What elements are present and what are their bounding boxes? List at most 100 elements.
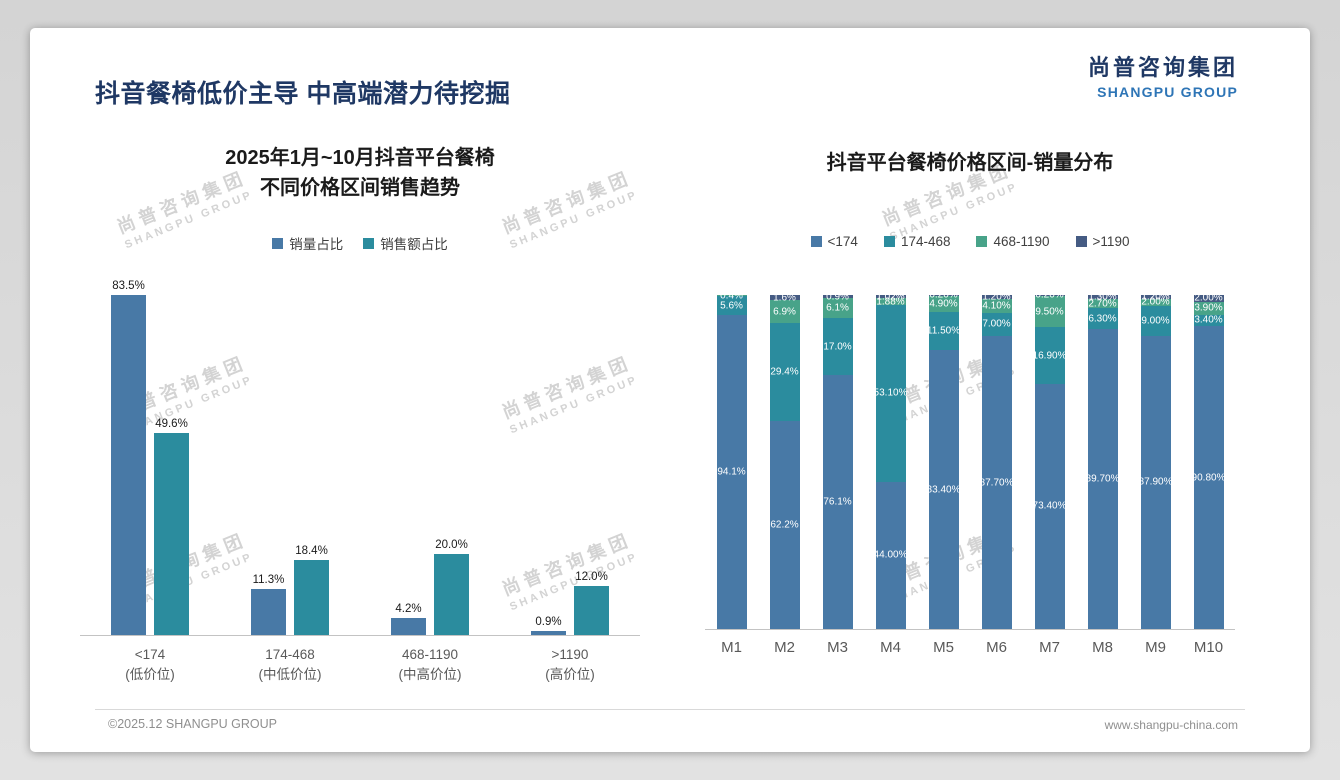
segment-<174: 89.70% bbox=[1086, 329, 1119, 629]
footer-copyright: ©2025.12 SHANGPU GROUP bbox=[108, 717, 277, 731]
category-label: 174-468 (中低价位) bbox=[220, 636, 360, 684]
legend-item-468-1190: 468-1190 bbox=[976, 234, 1050, 249]
segment-468-1190: 6.1% bbox=[822, 298, 853, 319]
segment->1190: 1.20% bbox=[1140, 292, 1171, 303]
segment-label: 29.4% bbox=[770, 366, 799, 378]
segment-468-1190: 0.4% bbox=[716, 290, 747, 301]
left-chart-title-line1: 2025年1月~10月抖音平台餐椅 bbox=[225, 147, 495, 169]
segment->1190: 1.02% bbox=[875, 291, 906, 302]
segment-label: 16.90% bbox=[1032, 350, 1067, 362]
segment-label: 7.00% bbox=[982, 318, 1011, 330]
segment-174-468: 5.6% bbox=[716, 296, 747, 315]
company-logo: 尚普咨询集团 SHANGPU GROUP bbox=[1088, 50, 1238, 100]
page-title: 抖音餐椅低价主导 中高端潜力待挖掘 bbox=[95, 80, 511, 108]
category-label: M7 bbox=[1039, 639, 1060, 656]
segment-label: 83.40% bbox=[926, 484, 961, 496]
segment-label: 6.1% bbox=[826, 302, 849, 314]
segment-174-468: 3.40% bbox=[1193, 314, 1224, 327]
stacked-bar: 1.6% 6.9% 29.4% 62.2% bbox=[769, 292, 800, 629]
stacked-bar: 2.00% 3.90% 3.40% 90.80% bbox=[1191, 293, 1226, 629]
segment-label: 1.30% bbox=[1088, 291, 1117, 303]
bar-value-label: 83.5% bbox=[112, 280, 145, 293]
category-label-sub: (中高价位) bbox=[398, 666, 462, 682]
segment-label: 1.6% bbox=[773, 292, 796, 304]
segment-174-468: 16.90% bbox=[1032, 327, 1067, 384]
segment-label: 0.20% bbox=[1035, 289, 1064, 301]
segment-label: 3.40% bbox=[1194, 314, 1223, 326]
right-chart-title: 抖音平台餐椅价格区间-销量分布 bbox=[826, 152, 1114, 174]
segment->1190: 1.6% bbox=[769, 292, 800, 304]
segment-label: 53.10% bbox=[873, 387, 908, 399]
segment->1190: 0.9% bbox=[822, 291, 853, 302]
segment-label: 9.00% bbox=[1141, 315, 1170, 327]
category-label: M2 bbox=[774, 639, 795, 656]
bar bbox=[531, 631, 566, 635]
category-label-sub: (低价位) bbox=[125, 666, 175, 682]
category-label: M9 bbox=[1145, 639, 1166, 656]
segment-174-468: 9.00% bbox=[1140, 305, 1171, 336]
legend-item-174-468: 174-468 bbox=[883, 234, 950, 249]
left-chart-plot-area: 83.5% 49.6% 11.3% 18.4% 4.2% 20.0% 0.9% 12.0% bbox=[80, 261, 640, 636]
segment-label: 1.88% bbox=[876, 296, 905, 308]
left-chart-legend: 销量占比 销售额占比 bbox=[80, 233, 640, 253]
segment-label: 11.50% bbox=[926, 325, 961, 337]
segment-<174: 87.90% bbox=[1139, 335, 1172, 629]
segment-label: 1.02% bbox=[876, 291, 905, 303]
segment-468-1190: 2.00% bbox=[1140, 296, 1171, 308]
segment-<174: 62.2% bbox=[769, 421, 800, 629]
legend-label-lt174: <174 bbox=[827, 234, 858, 249]
segment-label: 90.80% bbox=[1191, 472, 1226, 483]
legend-item-lt174: <174 bbox=[810, 234, 858, 249]
segment-label: 6.9% bbox=[773, 306, 796, 318]
legend-swatch-174-468 bbox=[883, 236, 895, 247]
segment-468-1190: 2.70% bbox=[1087, 298, 1118, 309]
category-label-sub: (高价位) bbox=[545, 666, 595, 682]
segment-label: 3.90% bbox=[1194, 302, 1223, 314]
segment-label: 0.20% bbox=[929, 289, 958, 301]
segment-label: 6.30% bbox=[1088, 313, 1117, 325]
chart-price-band-volume-distribution: 抖音平台餐椅价格区间-销量分布 <174 174-468 468-1190 >1… bbox=[690, 148, 1250, 656]
segment-468-1190: 4.90% bbox=[928, 295, 959, 313]
segment-174-468: 11.50% bbox=[926, 312, 961, 351]
category-label: M3 bbox=[827, 639, 848, 656]
logo-text-en: SHANGPU GROUP bbox=[1097, 84, 1238, 100]
segment-<174: 94.1% bbox=[716, 315, 747, 629]
segment-label: 1.20% bbox=[982, 291, 1011, 303]
segment-174-468: 17.0% bbox=[822, 318, 853, 376]
category-label: M8 bbox=[1092, 639, 1113, 656]
stacked-bar: 0.9% 6.1% 17.0% 76.1% bbox=[822, 291, 853, 629]
segment-174-468: 29.4% bbox=[769, 323, 800, 422]
category-label: M5 bbox=[933, 639, 954, 656]
segment-label: 4.10% bbox=[982, 300, 1011, 312]
stacked-bar: 1.20% 2.00% 9.00% 87.90% bbox=[1139, 292, 1172, 629]
legend-item-volume-share: 销量占比 bbox=[272, 233, 343, 253]
left-chart-title: 2025年1月~10月抖音平台餐椅 不同价格区间销售趋势 bbox=[80, 143, 640, 203]
bar-group: 0.9% 12.0% bbox=[500, 571, 640, 635]
stacked-bar: 0.20% 4.90% 11.50% 83.40% bbox=[926, 290, 961, 629]
segment-468-1190: 9.50% bbox=[1034, 295, 1065, 328]
bar bbox=[574, 586, 609, 635]
segment->1190: 0.20% bbox=[928, 290, 959, 301]
bar bbox=[391, 617, 426, 635]
bar bbox=[294, 560, 329, 635]
bar-group: 11.3% 18.4% bbox=[220, 545, 360, 635]
category-label: M1 bbox=[721, 639, 742, 656]
segment-label: 87.70% bbox=[979, 477, 1014, 489]
stacked-bar-cell: 0.20% 4.90% 11.50% 83.40% bbox=[917, 290, 970, 629]
category-label: M6 bbox=[986, 639, 1007, 656]
segment-label: 2.00% bbox=[1141, 296, 1170, 308]
bar-column-销量占比: 4.2% bbox=[391, 603, 426, 635]
segment->1190: 2.00% bbox=[1193, 293, 1224, 304]
stacked-bar-cell: 1.20% 4.10% 7.00% 87.70% bbox=[970, 291, 1023, 629]
stacked-bar: 0.20% 9.50% 16.90% 73.40% bbox=[1032, 290, 1067, 629]
category-label: <174 (低价位) bbox=[80, 636, 220, 684]
segment-<174: 76.1% bbox=[822, 375, 853, 629]
segment-label: 1.20% bbox=[1141, 291, 1170, 303]
stacked-bar-cell: 1.30% 2.70% 6.30% 89.70% bbox=[1076, 291, 1129, 629]
footer-website: www.shangpu-china.com bbox=[1104, 718, 1238, 732]
segment-label: 17.0% bbox=[823, 341, 852, 353]
category-label-main: <174 bbox=[134, 647, 166, 662]
segment-174-468: 6.30% bbox=[1087, 308, 1118, 330]
bar-group: 83.5% 49.6% bbox=[80, 280, 220, 635]
